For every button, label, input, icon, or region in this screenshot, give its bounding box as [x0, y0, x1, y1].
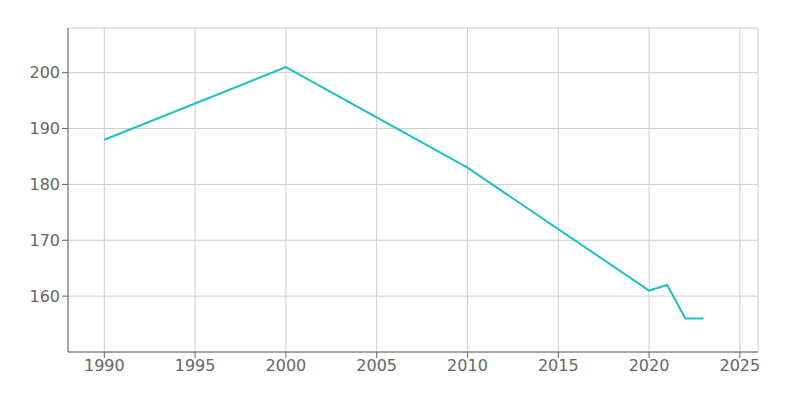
svg-text:1990: 1990 [84, 356, 125, 375]
svg-text:2010: 2010 [447, 356, 488, 375]
svg-text:200: 200 [29, 63, 60, 82]
svg-text:190: 190 [29, 119, 60, 138]
svg-text:2015: 2015 [538, 356, 579, 375]
svg-text:2000: 2000 [266, 356, 307, 375]
svg-text:2025: 2025 [719, 356, 760, 375]
svg-text:160: 160 [29, 287, 60, 306]
svg-text:170: 170 [29, 231, 60, 250]
svg-text:1995: 1995 [175, 356, 216, 375]
svg-text:2020: 2020 [629, 356, 670, 375]
svg-text:2005: 2005 [356, 356, 397, 375]
svg-text:180: 180 [29, 175, 60, 194]
